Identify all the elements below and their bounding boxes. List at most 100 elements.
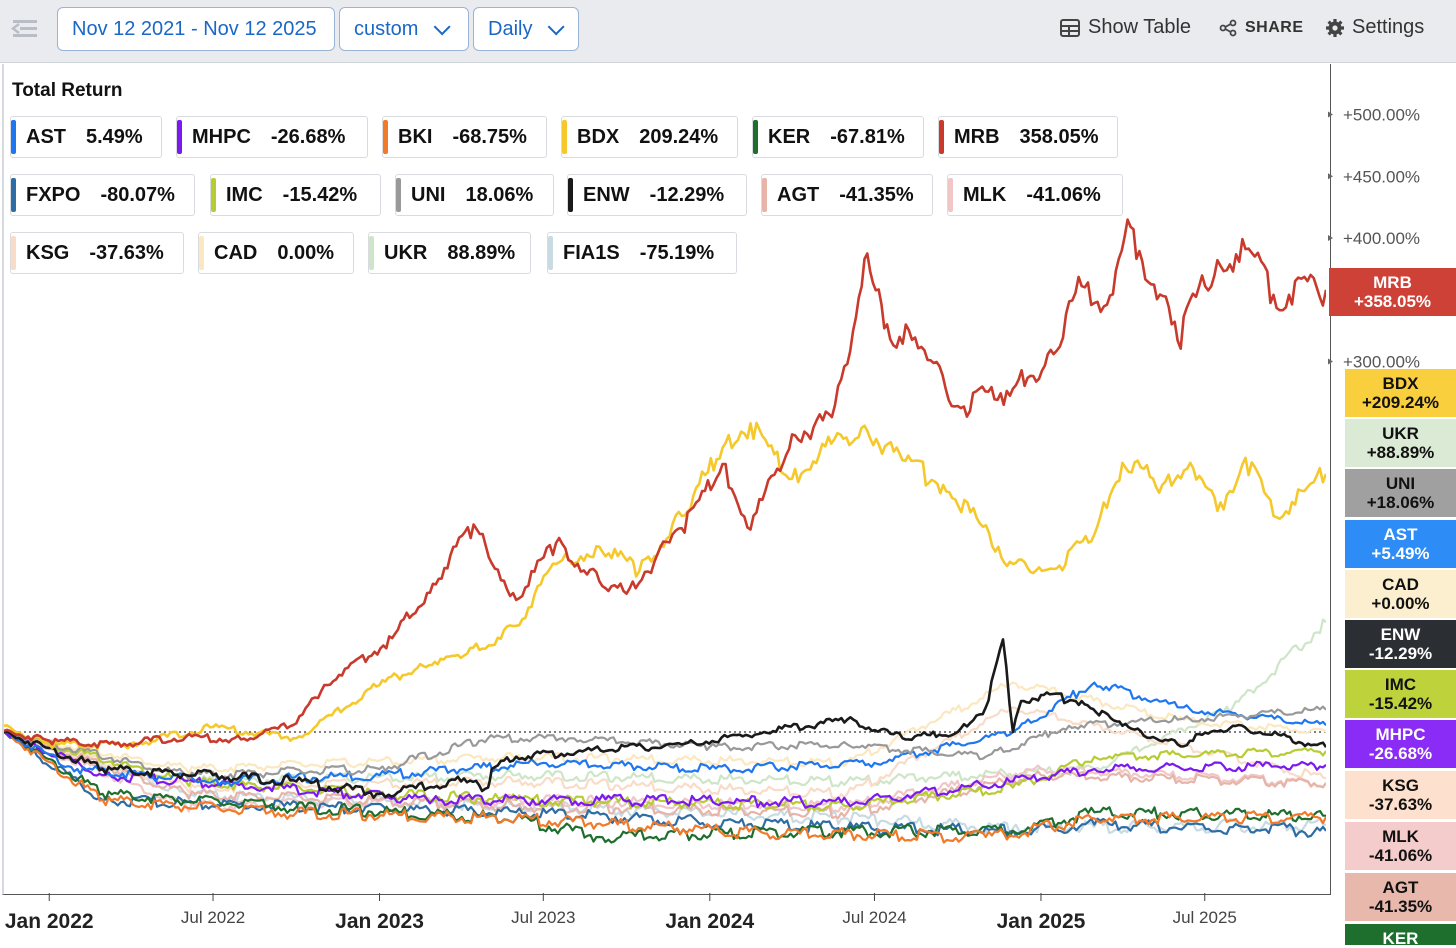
legend-item-fxpo[interactable]: FXPO -80.07%	[10, 174, 195, 216]
value-tag-return: -15.42%	[1368, 694, 1433, 713]
period-label: custom	[354, 17, 419, 40]
value-tag-ticker: BDX	[1382, 374, 1419, 393]
legend-item-fia1s[interactable]: FIA1S -75.19%	[547, 232, 737, 274]
value-tag-ukr: UKR +88.89%	[1345, 419, 1456, 467]
series-line-mrb[interactable]	[4, 218, 1326, 749]
legend-ticker: KSG	[26, 241, 70, 264]
value-tag-return: -37.63%	[1368, 795, 1433, 814]
value-tag-enw: ENW -12.29%	[1345, 620, 1456, 668]
legend-return: -37.63%	[89, 241, 164, 264]
chart-title: Total Return	[12, 80, 123, 101]
period-select[interactable]: custom	[339, 7, 469, 51]
x-tick-label: Jul 2022	[181, 908, 245, 927]
legend-swatch	[948, 178, 953, 212]
legend-return: 209.24%	[639, 125, 719, 148]
legend-item-bki[interactable]: BKI -68.75%	[382, 116, 547, 158]
value-tag-return: -26.68%	[1368, 744, 1433, 763]
legend-swatch	[548, 236, 553, 270]
legend-ticker: FIA1S	[563, 241, 620, 264]
legend-return: -67.81%	[830, 125, 905, 148]
value-tag-return: +209.24%	[1361, 393, 1440, 412]
value-tag-ticker: MHPC	[1375, 725, 1426, 744]
value-tag-cad: CAD +0.00%	[1345, 570, 1456, 618]
legend-swatch	[753, 120, 758, 154]
legend-swatch	[762, 178, 767, 212]
series-line-uni[interactable]	[4, 705, 1326, 781]
legend-item-mrb[interactable]: MRB 358.05%	[938, 116, 1118, 158]
series-line-bki[interactable]	[4, 730, 1326, 844]
value-tag-ker: KER	[1345, 924, 1456, 948]
series-line-mhpc[interactable]	[4, 731, 1326, 809]
series-line-mlk[interactable]	[4, 730, 1326, 813]
series-line-ukr[interactable]	[4, 618, 1326, 788]
share-button[interactable]: SHARE	[1219, 19, 1304, 37]
value-tag-return: -41.35%	[1368, 897, 1433, 916]
legend-item-imc[interactable]: IMC -15.42%	[210, 174, 381, 216]
frequency-select[interactable]: Daily	[473, 7, 579, 51]
show-table-label: Show Table	[1088, 16, 1192, 38]
date-range-label: Nov 12 2021 - Nov 12 2025	[72, 17, 317, 40]
legend-swatch	[11, 178, 16, 212]
legend-swatch	[939, 120, 944, 154]
legend-item-uni[interactable]: UNI 18.06%	[395, 174, 554, 216]
y-axis-tick	[1328, 235, 1333, 241]
legend-item-agt[interactable]: AGT -41.35%	[761, 174, 933, 216]
value-tag-ticker: AST	[1383, 525, 1418, 544]
value-tag-mlk: MLK -41.06%	[1345, 822, 1456, 870]
legend-item-mhpc[interactable]: MHPC -26.68%	[176, 116, 368, 158]
legend-item-ksg[interactable]: KSG -37.63%	[10, 232, 184, 274]
series-line-agt[interactable]	[4, 730, 1326, 820]
x-tick-label: Jan 2022	[5, 910, 94, 933]
y-axis-tick	[1328, 173, 1333, 180]
legend-item-bdx[interactable]: BDX 209.24%	[561, 116, 738, 158]
value-tag-ticker: AGT	[1382, 878, 1419, 897]
show-table-button[interactable]: Show Table	[1060, 16, 1191, 39]
legend-swatch	[211, 178, 216, 212]
value-tag-ksg: KSG -37.63%	[1345, 771, 1456, 819]
legend-item-enw[interactable]: ENW -12.29%	[567, 174, 747, 216]
series-line-ast[interactable]	[4, 681, 1326, 787]
legend-swatch	[177, 120, 182, 154]
date-range-button[interactable]: Nov 12 2021 - Nov 12 2025	[57, 7, 335, 51]
y-axis-tick	[1328, 111, 1333, 118]
legend-item-ukr[interactable]: UKR 88.89%	[368, 232, 531, 274]
legend-ticker: KER	[768, 125, 811, 148]
legend-ticker: AST	[26, 125, 66, 148]
legend-item-ast[interactable]: AST 5.49%	[10, 116, 162, 158]
legend-item-mlk[interactable]: MLK -41.06%	[947, 174, 1123, 216]
y-tick-label: +500.00%	[1343, 106, 1420, 125]
value-tag-ticker: KSG	[1382, 776, 1419, 795]
menu-collapse-icon[interactable]	[10, 14, 40, 44]
series-line-imc[interactable]	[4, 730, 1326, 813]
legend-swatch	[383, 120, 388, 154]
legend-swatch	[369, 236, 374, 270]
x-tick-label: Jul 2025	[1173, 908, 1237, 927]
table-icon	[1060, 18, 1080, 37]
value-tag-ticker: CAD	[1382, 575, 1419, 594]
value-tag-mhpc: MHPC -26.68%	[1345, 720, 1456, 768]
series-line-ker[interactable]	[4, 730, 1326, 844]
value-tag-mrb: MRB +358.05%	[1329, 268, 1456, 316]
series-line-bdx[interactable]	[4, 421, 1326, 750]
legend-ticker: CAD	[214, 241, 258, 264]
value-tag-return: +0.00%	[1371, 594, 1430, 613]
x-tick-label: Jul 2024	[842, 908, 906, 927]
toolbar: Nov 12 2021 - Nov 12 2025 custom Daily S…	[0, 0, 1456, 63]
value-tag-ticker: MLK	[1382, 827, 1419, 846]
legend-item-cad[interactable]: CAD 0.00%	[198, 232, 354, 274]
series-line-ksg[interactable]	[4, 706, 1326, 800]
value-tag-ast: AST +5.49%	[1345, 520, 1456, 568]
settings-button[interactable]: Settings	[1325, 16, 1424, 39]
legend-return: 0.00%	[277, 241, 335, 264]
legend-ticker: UNI	[411, 183, 446, 206]
legend-item-ker[interactable]: KER -67.81%	[752, 116, 924, 158]
legend-return: -15.42%	[282, 183, 358, 206]
value-tag-ticker: ENW	[1380, 625, 1421, 644]
x-tick-label: Jul 2023	[511, 908, 575, 927]
series-line-enw[interactable]	[4, 638, 1326, 799]
legend-ticker: IMC	[226, 183, 263, 206]
legend-return: -41.06%	[1026, 183, 1101, 206]
settings-label: Settings	[1352, 16, 1425, 38]
legend-ticker: ENW	[583, 183, 630, 206]
